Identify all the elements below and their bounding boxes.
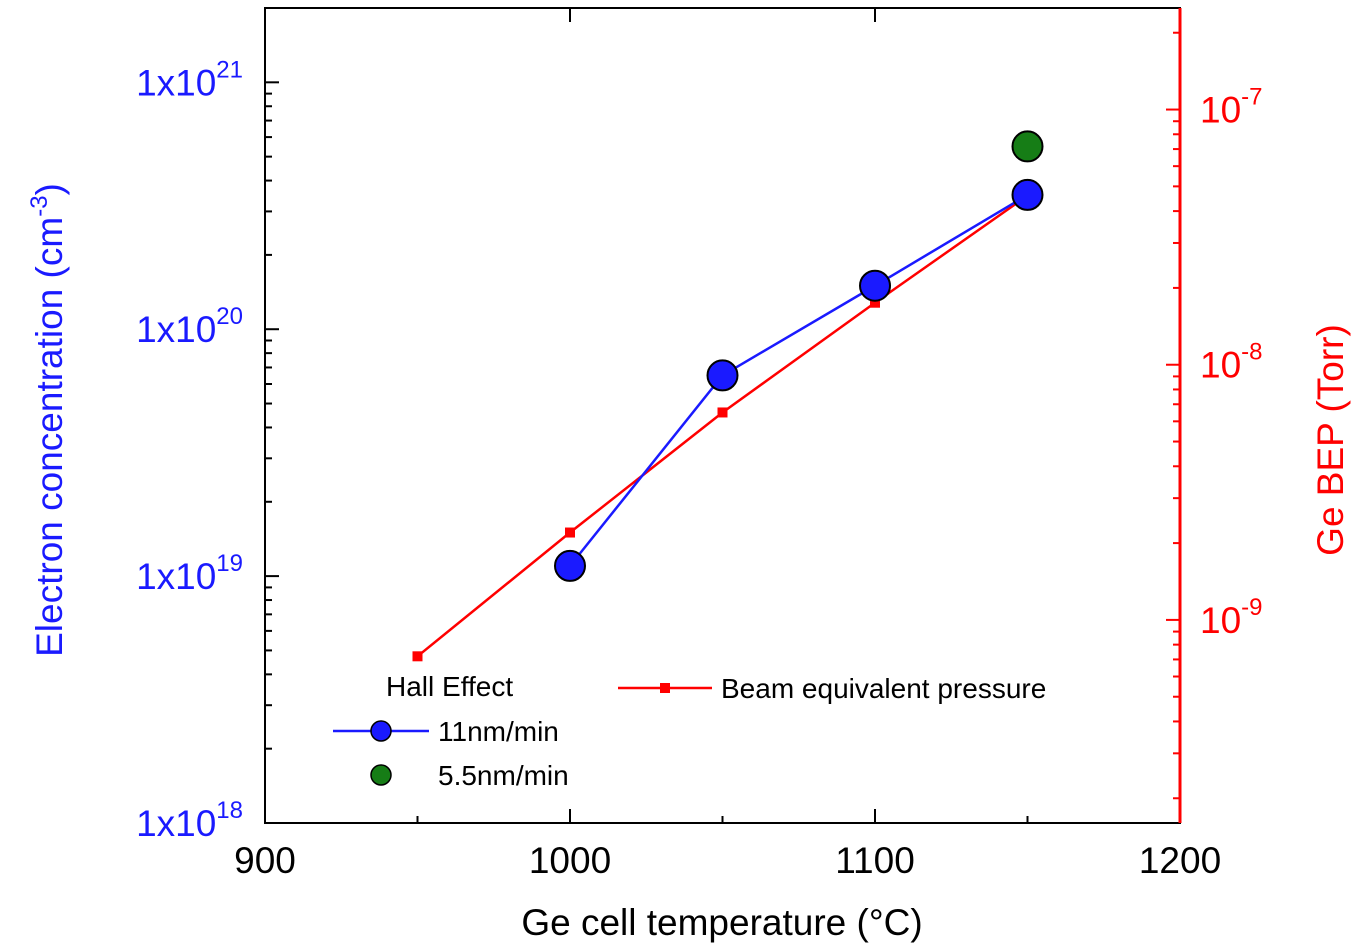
x-axis-label: Ge cell temperature (°C)	[521, 902, 922, 943]
legend-label-bep: Beam equivalent pressure	[721, 673, 1046, 704]
left-axis-label-close: )	[29, 183, 70, 195]
left-tick-label-21: 1x1021	[136, 56, 243, 103]
x-tick-label-1000: 1000	[529, 840, 611, 881]
point-beam-equivalent-pressure-950	[412, 651, 423, 662]
left-axis-label-text: Electron concentration (cm	[29, 217, 70, 657]
series-layer	[412, 130, 1044, 662]
point-beam-equivalent-pressure-1050	[717, 407, 728, 418]
point-11nm-min-1150	[1011, 178, 1044, 211]
legend-label-5-5nm: 5.5nm/min	[438, 760, 569, 791]
series-line-11nm-min	[569, 193, 1029, 567]
x-tick-label-1200: 1200	[1139, 840, 1221, 881]
point-5-5nm-min-1150	[1011, 130, 1044, 163]
point-beam-equivalent-pressure-1000	[565, 527, 575, 538]
point-11nm-min-1050	[706, 359, 739, 392]
legend: Hall Effect 11nm/min 5.5nm/min Beam equi…	[333, 671, 1046, 791]
legend-marker-11nm	[370, 720, 392, 742]
right-tick-label--9: 10-9	[1200, 594, 1263, 641]
legend-marker-bep	[660, 683, 670, 693]
series-line-beam-equivalent-pressure	[416, 194, 1029, 658]
left-axis-label: Electron concentration (cm-3)	[26, 183, 70, 657]
legend-title: Hall Effect	[386, 671, 513, 702]
left-tick-label-19: 1x1019	[136, 550, 243, 597]
point-11nm-min-1000	[554, 549, 586, 582]
left-axis-label-sup: -3	[26, 195, 53, 216]
legend-label-11nm: 11nm/min	[438, 716, 559, 747]
right-tick-label--8: 10-8	[1200, 339, 1263, 386]
right-axis-label: Ge BEP (Torr)	[1310, 324, 1351, 556]
right-tick-label--7: 10-7	[1200, 84, 1263, 131]
x-tick-label-900: 900	[234, 840, 296, 881]
legend-marker-5-5nm	[370, 764, 392, 786]
tick-labels: 900 1000 1100 1200 1x1018 1x1019 1x1020 1x1021 1…	[136, 56, 1262, 881]
point-11nm-min-1100	[859, 269, 891, 302]
left-tick-label-20: 1x1020	[136, 303, 243, 350]
left-tick-label-18: 1x1018	[136, 797, 243, 844]
x-tick-label-1100: 1100	[835, 840, 915, 881]
point-beam-equivalent-pressure-1100	[870, 297, 880, 308]
